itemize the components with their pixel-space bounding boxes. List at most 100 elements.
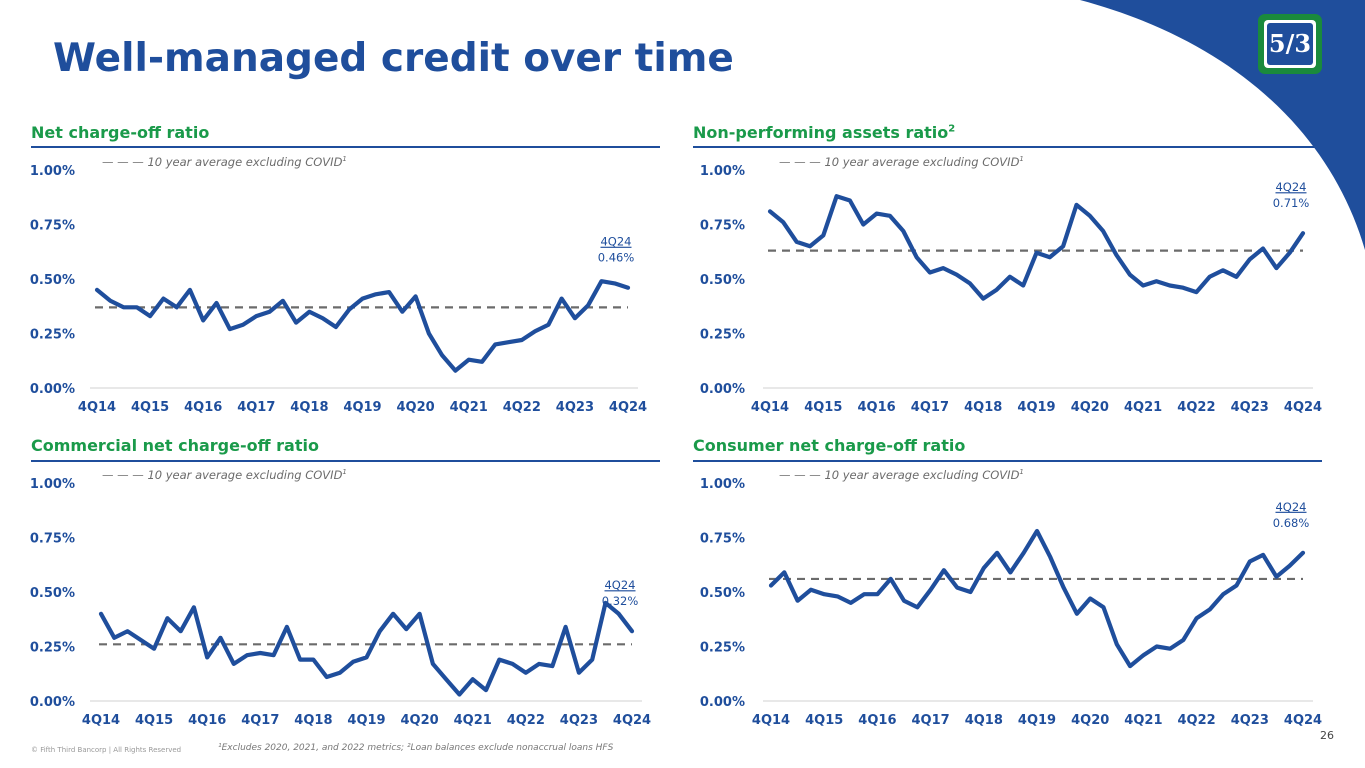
data-point [1209,276,1211,278]
data-point [272,654,274,656]
data-point [1169,284,1171,286]
data-point [96,289,98,291]
y-tick-label: 0.50% [700,586,745,601]
y-tick-label: 0.75% [30,532,75,547]
panel-divider [693,460,1322,462]
data-point [405,628,407,630]
fifth-third-logo: 5/3 [1258,14,1322,74]
y-tick-label: 0.75% [700,219,745,234]
x-tick-label: 4Q19 [347,713,385,728]
data-point [113,637,115,639]
panel-title-superscript: 2 [948,123,956,135]
data-point [836,595,838,597]
y-tick-label: 0.00% [700,382,745,397]
data-point [454,369,456,371]
data-point [547,324,549,326]
x-tick-label: 4Q23 [556,400,594,415]
x-tick-label: 4Q16 [858,400,896,415]
y-tick-label: 1.00% [30,164,75,179]
data-point [392,613,394,615]
x-tick-label: 4Q19 [1017,400,1055,415]
data-point [472,678,474,680]
data-point [312,658,314,660]
legend-superscript: 1 [1019,468,1023,476]
y-tick-label: 0.25% [30,328,75,343]
x-tick-label: 4Q18 [294,713,332,728]
y-tick-label: 0.00% [30,382,75,397]
data-point [835,195,837,197]
x-tick-label: 4Q22 [1178,713,1216,728]
data-point [769,210,771,212]
data-point [175,306,177,308]
panel-title-text: Consumer net charge-off ratio [693,436,966,455]
chart-non-performing-assets-ratio: 0.00% 0.25% 0.50% 0.75% 1.00% 4Q14 4Q15 4Q16 4Q1… [700,155,1322,415]
data-point [418,613,420,615]
data-point [1049,256,1051,258]
panel-title-text: Non-performing assets ratio [693,123,949,142]
y-tick-label: 0.50% [30,586,75,601]
data-point [796,600,798,602]
annotation-value: 0.32% [602,594,639,608]
data-point [1089,597,1091,599]
x-tick-label: 4Q17 [241,713,279,728]
data-point [1022,284,1024,286]
x-tick-label: 4Q23 [560,713,598,728]
data-point [942,267,944,269]
data-point [929,271,931,273]
data-point [219,637,221,639]
y-tick-label: 0.75% [30,219,75,234]
data-point [259,652,261,654]
panel-title-text: Commercial net charge-off ratio [31,436,319,455]
data-point [246,654,248,656]
panel-title-consumer-net-charge-off: Consumer net charge-off ratio [693,436,965,455]
data-point [1129,665,1131,667]
annotation-value: 0.68% [1273,516,1310,530]
data-point [600,280,602,282]
data-point [929,589,931,591]
data-point [876,593,878,595]
data-point [1288,252,1290,254]
data-point [983,567,985,569]
x-tick-label: 4Q21 [450,400,488,415]
data-point [149,315,151,317]
annotation-label: 4Q24 [1275,180,1306,194]
data-point [242,324,244,326]
data-point [414,295,416,297]
x-tick-label: 4Q14 [751,400,789,415]
x-tick-label: 4Q21 [1124,713,1162,728]
y-tick-label: 0.00% [700,695,745,710]
data-point [1009,276,1011,278]
data-point [432,663,434,665]
annotation-value: 0.46% [598,251,635,265]
data-point [1036,530,1038,532]
x-tick-label: 4Q15 [135,713,173,728]
data-point [564,626,566,628]
data-point [1156,645,1158,647]
x-tick-label: 4Q21 [454,713,492,728]
data-point [428,332,430,334]
data-point [445,678,447,680]
data-point [982,297,984,299]
data-point [1142,654,1144,656]
x-tick-label: 4Q16 [188,713,226,728]
data-point [153,647,155,649]
data-point [308,311,310,313]
data-point [875,212,877,214]
x-tick-label: 4Q24 [1284,713,1322,728]
x-tick-label: 4Q17 [237,400,275,415]
footnote: ¹Excludes 2020, 2021, and 2022 metrics; … [218,743,614,753]
data-point [379,630,381,632]
x-tick-label: 4Q15 [131,400,169,415]
data-point [1155,280,1157,282]
data-point [352,661,354,663]
data-point [782,221,784,223]
data-point [162,297,164,299]
y-tick-label: 0.25% [700,328,745,343]
x-tick-label: 4Q17 [912,713,950,728]
data-point [1302,552,1304,554]
data-point [1009,571,1011,573]
data-point [481,361,483,363]
series-line [98,600,635,697]
y-tick-label: 1.00% [700,164,745,179]
x-tick-label: 4Q17 [911,400,949,415]
